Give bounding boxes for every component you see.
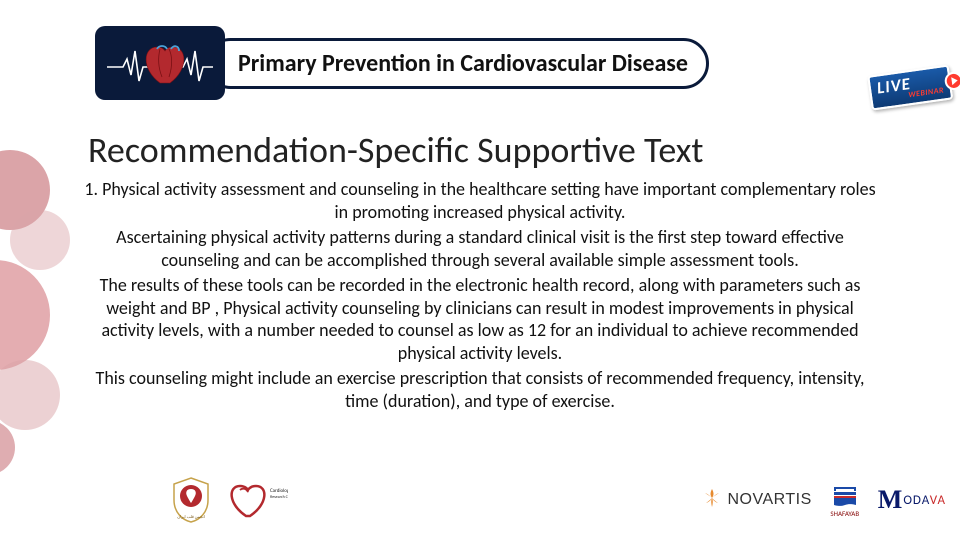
play-icon [944, 71, 960, 91]
header: Primary Prevention in Cardiovascular Dis… [95, 26, 709, 100]
sponsor-logo-modava: M ODAVA [878, 485, 946, 515]
page-title: Primary Prevention in Cardiovascular Dis… [205, 38, 709, 89]
decorative-circles [0, 150, 80, 490]
sponsor-logo-shield: انجمن قلب ایران [170, 476, 212, 524]
svg-text:Research Center: Research Center [270, 495, 288, 500]
sponsor-logo-heart-outline: Cardiology Research Center [226, 476, 288, 524]
modava-m: M [878, 485, 903, 515]
section-title: Recommendation-Specific Supportive Text [88, 128, 703, 172]
novartis-label: NOVARTIS [727, 491, 811, 509]
modava-label: ODAVA [903, 493, 946, 508]
footer-logos: انجمن قلب ایران Cardiology Research Cent… [0, 470, 960, 530]
svg-text:Cardiology: Cardiology [270, 488, 288, 494]
paragraph: This counseling might include an exercis… [78, 367, 882, 412]
paragraph: 1. Physical activity assessment and coun… [78, 178, 882, 223]
live-webinar-badge: LIVE WEBINAR [867, 65, 955, 122]
sponsor-logo-shafayab: SHAFAYAB [830, 483, 860, 518]
heart-logo-badge [95, 26, 225, 100]
svg-text:انجمن قلب ایران: انجمن قلب ایران [177, 514, 205, 520]
paragraph: The results of these tools can be record… [78, 274, 882, 364]
shafayab-label: SHAFAYAB [830, 509, 859, 518]
heart-ecg-icon [105, 33, 215, 93]
paragraph: Ascertaining physical activity patterns … [78, 226, 882, 271]
shafayab-icon [830, 483, 860, 509]
sponsor-logo-novartis: NOVARTIS [701, 487, 811, 514]
novartis-icon [701, 487, 723, 514]
body-text: 1. Physical activity assessment and coun… [78, 178, 882, 415]
